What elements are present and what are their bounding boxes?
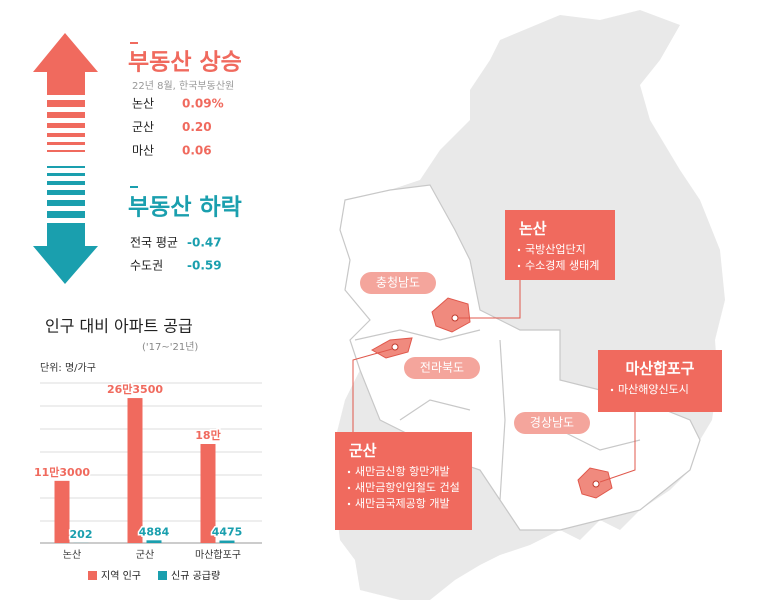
chart-subtitle: ('17~'21년)	[142, 341, 198, 353]
province-border	[354, 329, 641, 501]
bar	[200, 444, 216, 543]
row-value: 0.20	[182, 120, 212, 134]
value-label: 202	[70, 528, 93, 541]
nonsan-dot	[451, 314, 459, 322]
leader-line	[599, 412, 636, 483]
callout-box	[598, 350, 722, 412]
rise-note: 22년 8월, 한국부동산원	[132, 80, 234, 92]
region-label: 충청남도	[376, 276, 420, 290]
chart-title: 인구 대비 아파트 공급	[45, 317, 193, 336]
chart-unit: 단위: 명/가구	[40, 361, 96, 374]
callout-title: 논산	[519, 220, 547, 238]
callout-title: 군산	[349, 442, 377, 460]
callout-item: 국방산업단지	[525, 243, 586, 256]
row-label: 수도권	[130, 259, 163, 273]
value-label: 4884	[139, 525, 170, 538]
callout-item: 새만금항인입철도 건설	[355, 481, 460, 494]
leader-line	[352, 348, 393, 432]
bullet	[347, 502, 351, 506]
legend-label: 지역 인구	[101, 570, 141, 582]
fall-title: 부동산 하락	[128, 195, 242, 221]
accent	[130, 42, 138, 44]
down-arrow	[33, 166, 98, 284]
value-label: 11만3000	[34, 465, 90, 479]
x-tick-label: 논산	[63, 549, 81, 561]
x-tick-label: 마산합포구	[195, 549, 241, 561]
legend-swatch	[158, 571, 167, 580]
bar	[127, 398, 143, 543]
accent	[130, 186, 138, 188]
bullet	[610, 388, 614, 392]
callout-item: 마산해양신도시	[618, 382, 689, 396]
bar	[54, 480, 70, 543]
region-pill	[514, 412, 590, 434]
rise-title: 부동산 상승	[128, 50, 242, 76]
bar	[219, 540, 235, 543]
up-arrow	[33, 33, 98, 152]
callout-box	[335, 432, 472, 530]
leader-line	[458, 280, 521, 319]
value-label: 18만	[195, 428, 220, 442]
nonsan-area	[431, 297, 471, 333]
row-value: 0.06	[182, 144, 212, 158]
bullet	[347, 470, 351, 474]
bullet	[347, 486, 351, 490]
callout-item: 수소경제 생태계	[525, 259, 599, 272]
region-pill	[360, 272, 436, 294]
row-value: 0.09%	[182, 97, 224, 111]
gunsan-dot	[391, 343, 399, 351]
bullet	[517, 264, 521, 268]
region-pill	[404, 357, 480, 379]
region-label: 경상남도	[530, 416, 574, 430]
value-label: 26만3500	[107, 382, 163, 396]
masan-dot	[592, 480, 600, 488]
callout-box	[505, 210, 615, 280]
row-label: 전국 평균	[130, 236, 178, 250]
callout-item: 새만금신항 항만개발	[355, 465, 450, 478]
callout-title: 마산합포구	[625, 360, 694, 378]
callout-item: 새만금국제공항 개발	[355, 497, 450, 510]
legend-label: 신규 공급량	[171, 570, 220, 582]
value-label: 4475	[212, 526, 243, 539]
row-value: -0.47	[187, 236, 222, 250]
row-label: 논산	[132, 97, 154, 111]
bullet	[517, 248, 521, 252]
region-label: 전라북도	[420, 361, 464, 375]
row-label: 마산	[132, 144, 154, 158]
background-lines	[40, 382, 262, 522]
legend-swatch	[88, 571, 97, 580]
x-tick-label: 군산	[136, 549, 154, 561]
bar	[146, 540, 162, 543]
row-label: 군산	[132, 120, 154, 134]
row-value: -0.59	[187, 259, 222, 273]
